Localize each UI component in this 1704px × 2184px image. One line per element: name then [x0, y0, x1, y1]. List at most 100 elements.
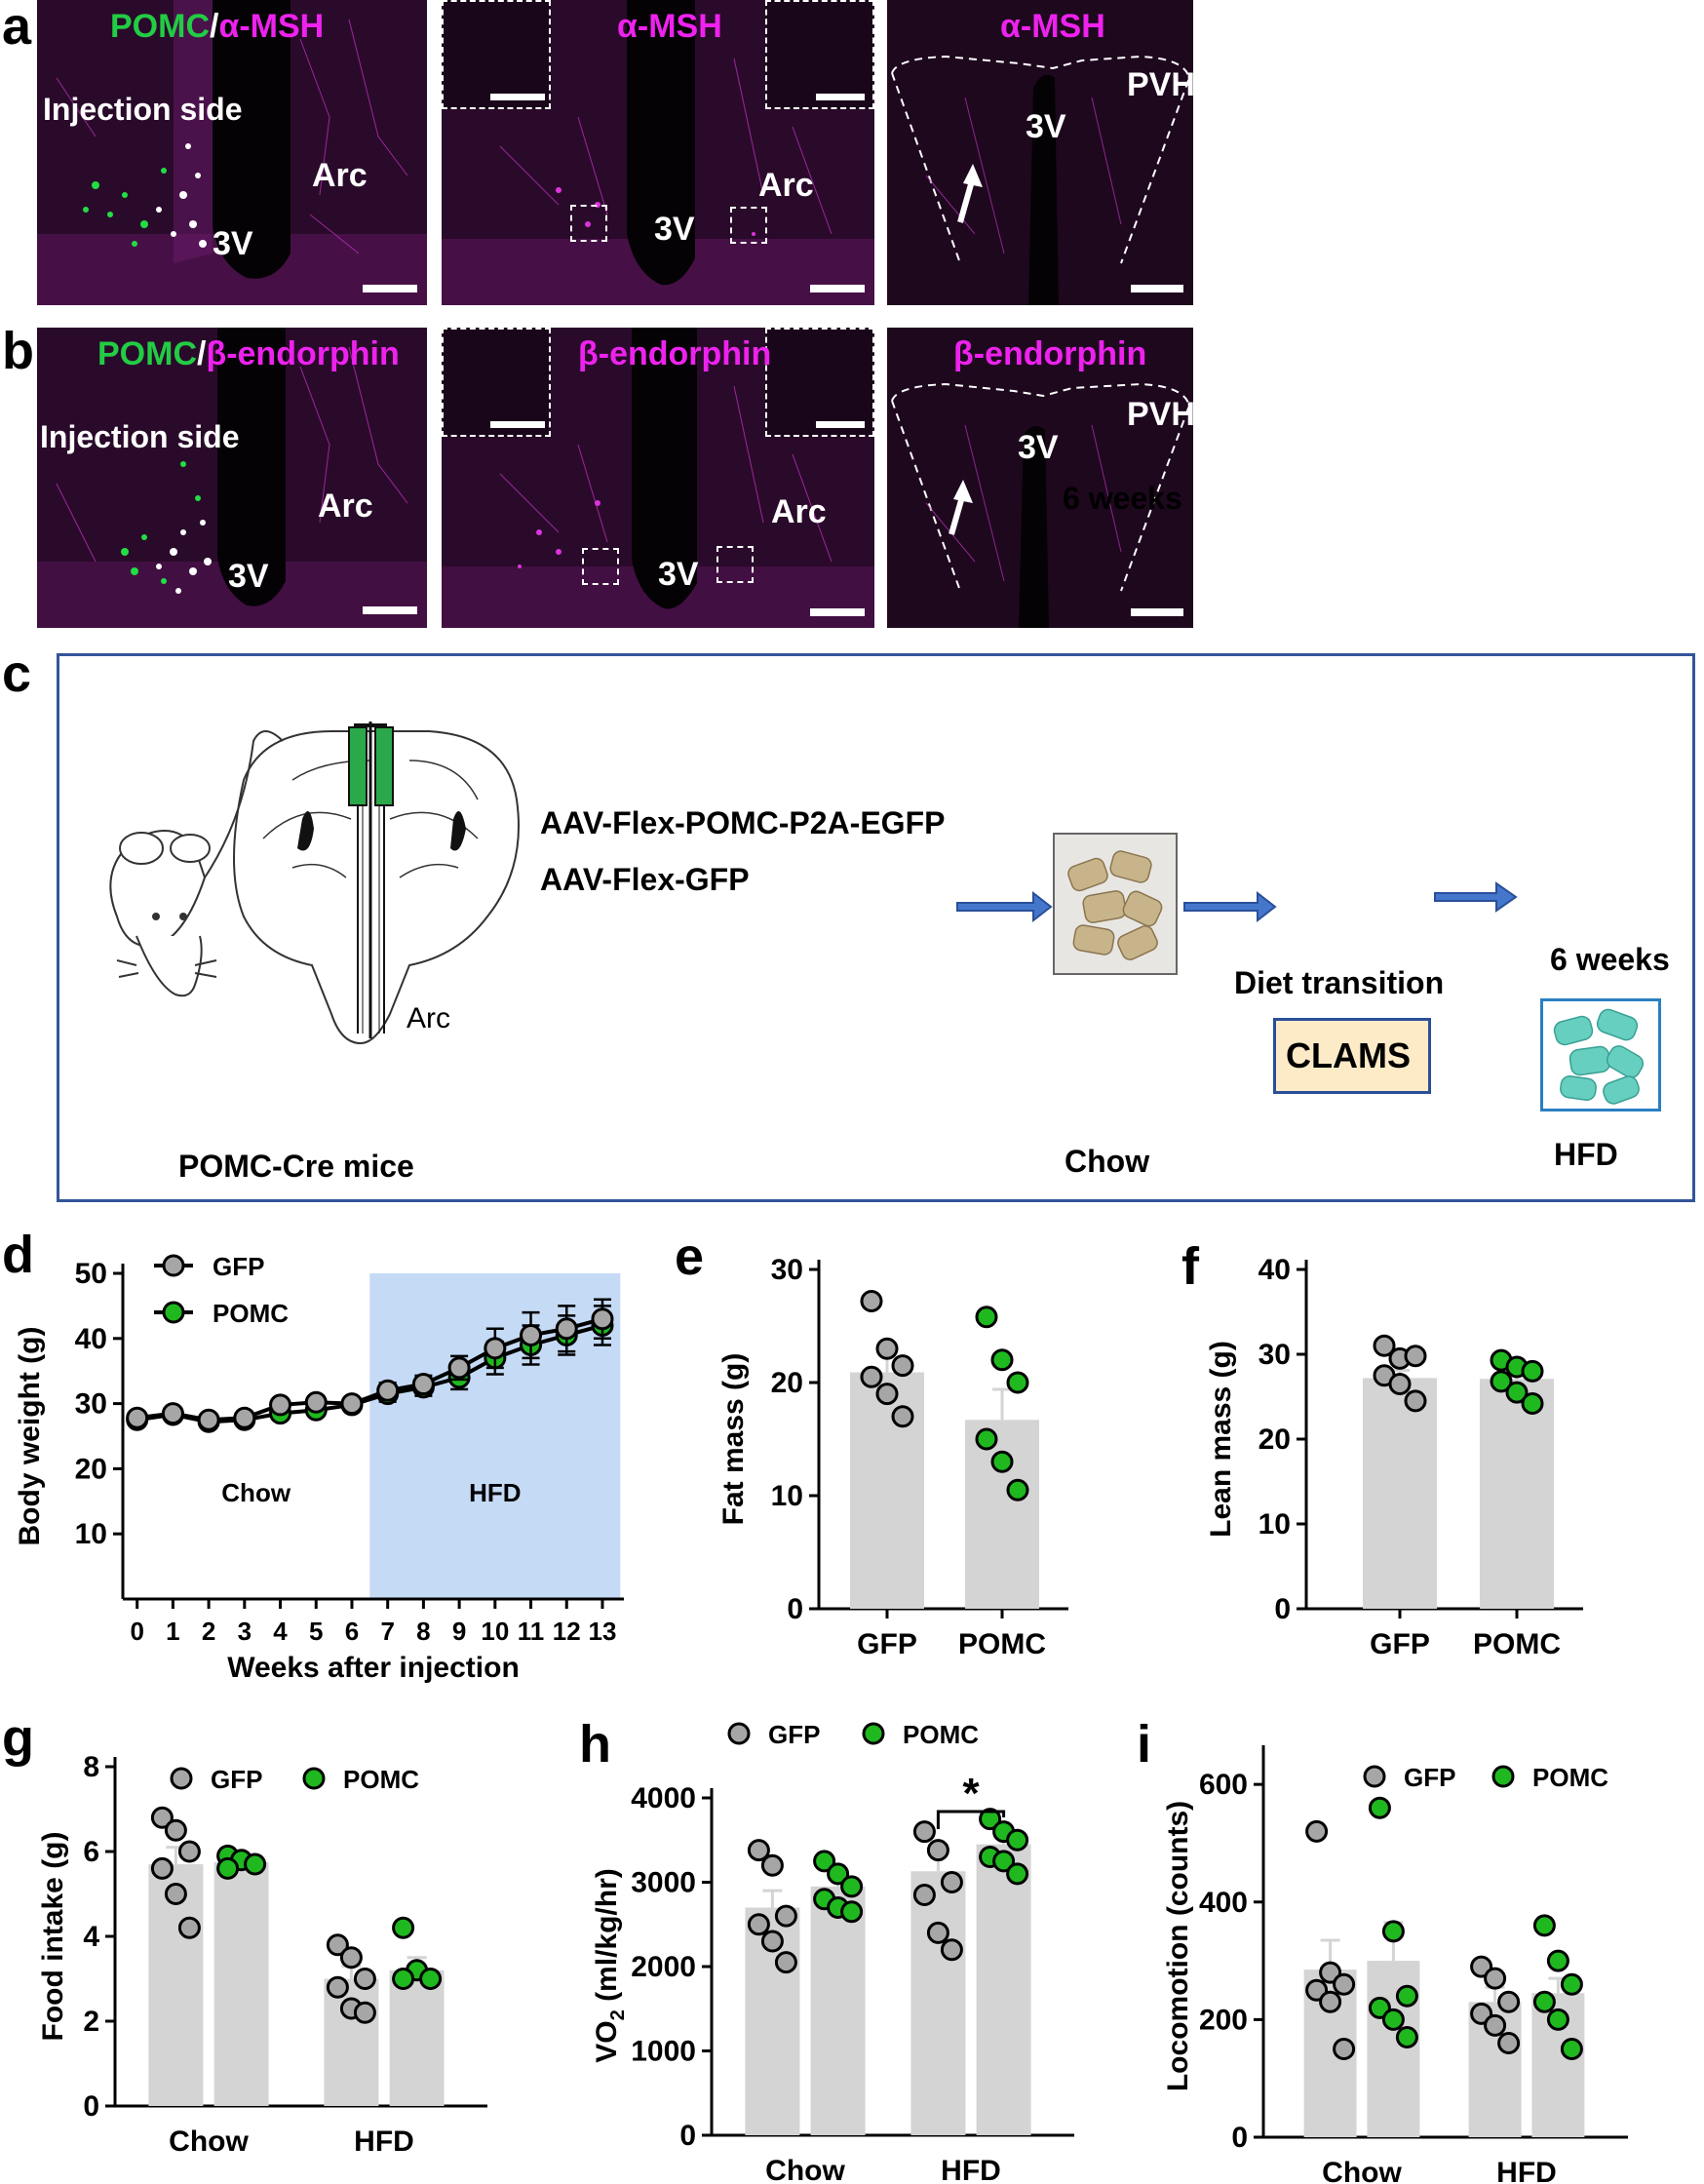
- data-point: [126, 1406, 149, 1429]
- bar-gfp: [850, 1372, 924, 1609]
- data-point: [891, 1354, 914, 1378]
- black-ventricles-icon: [297, 811, 466, 851]
- data-point: [827, 1862, 850, 1886]
- data-point: [1305, 1819, 1329, 1843]
- x-tick-label: 9: [452, 1617, 466, 1646]
- x-tick-label: 10: [481, 1617, 509, 1646]
- y-tick-label: 20: [75, 1453, 107, 1485]
- y-axis-label: Locomotion (counts): [1162, 1801, 1194, 2091]
- data-point: [979, 1808, 1002, 1831]
- data-point: [1368, 1796, 1391, 1819]
- y-tick-label: 0: [1231, 2122, 1248, 2154]
- data-point: [926, 1921, 949, 1944]
- x-tick-label: 0: [130, 1617, 143, 1646]
- bar-gfp: [1363, 1378, 1437, 1609]
- micrograph-a2: α-MSH Arc 3V: [442, 0, 874, 305]
- hfd-pellets-image: [1540, 998, 1661, 1112]
- scale-bar: [363, 606, 417, 614]
- data-point: [1388, 1372, 1412, 1395]
- y-tick-label: 10: [75, 1518, 107, 1550]
- bar-pomc-hfd: [976, 1844, 1031, 2135]
- bar-pomc: [965, 1420, 1039, 1609]
- legend-marker: [162, 1254, 185, 1277]
- data-point: [353, 1968, 376, 1990]
- slash-label: /: [210, 8, 219, 45]
- y-tick-label: 10: [1259, 1508, 1291, 1540]
- inset-scale-bar-right: [816, 421, 865, 428]
- scale-bar: [363, 285, 417, 292]
- y-tick-label: 8: [83, 1751, 99, 1783]
- data-point: [1497, 2032, 1521, 2055]
- third-ventricle-label: 3V: [658, 556, 699, 593]
- inset-scale-bar-left: [490, 94, 545, 100]
- x-tick-label: HFD: [941, 2155, 1001, 2184]
- micrograph-a1-texture: [37, 0, 427, 305]
- chow-pellets-image: [1053, 833, 1178, 975]
- panel-letter-i: i: [1137, 1715, 1152, 1774]
- data-point: [520, 1323, 543, 1346]
- legend-marker: [1363, 1765, 1386, 1788]
- data-point: [339, 1946, 363, 1970]
- y-tick-label: 10: [771, 1480, 803, 1512]
- hfd-label: HFD: [1554, 1137, 1618, 1172]
- data-point: [1497, 1990, 1521, 2013]
- third-ventricle-label: 3V: [1026, 108, 1066, 145]
- virus-gfp-label: AAV-Flex-GFP: [540, 862, 750, 897]
- data-point: [392, 1916, 415, 1939]
- x-tick-label: 1: [166, 1617, 179, 1646]
- chart-f-lean-mass: 0 10 20 30 40 GFP POMC Lean mass (g): [1205, 1254, 1583, 1660]
- arrow-icon: [1183, 890, 1277, 923]
- y-tick-label: 3000: [631, 1867, 696, 1899]
- data-point: [774, 1951, 797, 1974]
- data-point: [1484, 1967, 1507, 1990]
- legend-label: GFP: [1404, 1763, 1455, 1792]
- data-point: [150, 1806, 174, 1829]
- x-tick-label: HFD: [1496, 2157, 1557, 2184]
- data-point: [760, 1853, 784, 1877]
- chow-label: Chow: [1065, 1144, 1150, 1179]
- data-point: [840, 1875, 864, 1898]
- y-axis-label-main: VO: [591, 2020, 623, 2062]
- panel-letter-a: a: [2, 0, 32, 56]
- roi-box-right: [730, 207, 767, 244]
- data-point: [875, 1337, 899, 1360]
- x-tick-label: Chow: [765, 2155, 845, 2184]
- y-tick-label: 600: [1199, 1769, 1248, 1801]
- micrograph-a3-title: α-MSH: [1000, 8, 1105, 45]
- data-point: [1381, 1920, 1405, 1943]
- chow-duration-label: 6 weeks: [1063, 481, 1182, 516]
- data-point: [233, 1406, 256, 1429]
- data-point: [1006, 1478, 1029, 1502]
- micrograph-b1: POMC/β-endorphin Injection side Arc 3V: [37, 328, 427, 628]
- y-tick-label: 30: [1259, 1339, 1291, 1371]
- data-point: [1404, 1345, 1427, 1368]
- arc-label: Arc: [771, 493, 827, 530]
- y-axis-label-subscript: 2: [607, 2009, 629, 2020]
- y-axis-label: Lean mass (g): [1205, 1341, 1237, 1538]
- data-point: [392, 1968, 415, 1990]
- data-point: [747, 1839, 770, 1862]
- x-tick-label: HFD: [354, 2126, 414, 2158]
- micrograph-b1-texture: [37, 328, 427, 628]
- data-point: [1006, 1862, 1029, 1886]
- panel-letter-e: e: [675, 1228, 705, 1286]
- y-tick-label: 30: [75, 1388, 107, 1421]
- legend-label: GFP: [211, 1765, 262, 1794]
- data-point: [326, 1933, 349, 1957]
- y-axis-label: Body weight (g): [14, 1327, 46, 1546]
- data-point: [1395, 1984, 1418, 2008]
- data-point: [1490, 1370, 1513, 1393]
- micrograph-b3-title: β-endorphin: [953, 335, 1147, 372]
- micrograph-b1-title: POMC/β-endorphin: [97, 337, 400, 370]
- data-point: [1006, 1371, 1029, 1394]
- panel-letter-b: b: [2, 322, 34, 380]
- chow-pellets-icon: [1067, 850, 1163, 960]
- hfd-duration-label: 6 weeks: [1550, 942, 1670, 977]
- inset-left: [442, 0, 551, 109]
- schematic-frame: [57, 653, 1695, 1202]
- injection-side-label: Injection side: [43, 92, 243, 127]
- inset-right: [765, 0, 874, 109]
- data-point: [1532, 1914, 1556, 1937]
- inset-scale-bar-left: [490, 421, 545, 428]
